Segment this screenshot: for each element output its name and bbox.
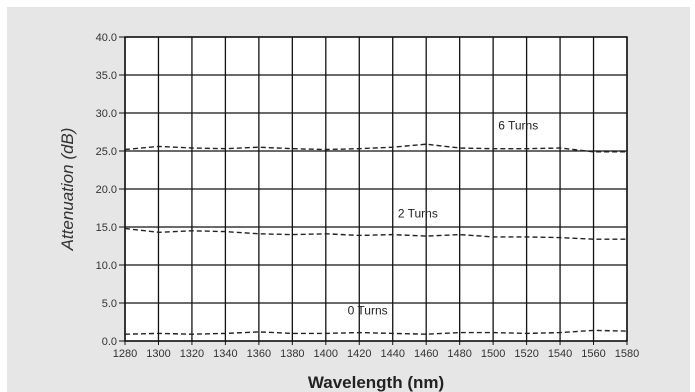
x-tick-label: 1540 [548, 348, 572, 360]
x-tick-label: 1320 [180, 348, 204, 360]
x-tick-label: 1500 [481, 348, 505, 360]
grid [124, 36, 628, 342]
series-label: 6 Turns [498, 119, 538, 133]
series-lines [124, 143, 628, 335]
x-tick-label: 1460 [414, 348, 438, 360]
y-tick-label: 5.0 [102, 298, 117, 310]
x-tick-label: 1400 [314, 348, 338, 360]
x-axis-title: Wavelength (nm) [308, 373, 444, 392]
y-axis: 0.0 5.0 10.0 15.0 20.0 25.0 30.0 35.0 40.0 [96, 32, 125, 348]
x-tick-label: 1560 [581, 348, 605, 360]
x-tick-label: 1520 [514, 348, 538, 360]
y-tick-label: 15.0 [96, 222, 117, 234]
x-tick-label: 1380 [280, 348, 304, 360]
series-line-2-turns [124, 227, 627, 240]
y-tick-label: 30.0 [96, 108, 117, 120]
series-line-6-turns [124, 143, 627, 153]
x-tick-label: 1300 [146, 348, 170, 360]
series-label: 0 Turns [348, 304, 388, 318]
x-tick-label: 1340 [213, 348, 237, 360]
series-labels: 6 Turns 2 Turns 0 Turns [348, 119, 539, 318]
x-tick-label: 1580 [615, 348, 639, 360]
y-tick-label: 0.0 [102, 336, 117, 348]
x-tick-label: 1280 [113, 348, 137, 360]
x-tick-label: 1420 [347, 348, 371, 360]
series-label: 2 Turns [398, 207, 438, 221]
x-tick-label: 1440 [380, 348, 404, 360]
x-tick-label: 1480 [447, 348, 471, 360]
y-axis-title: Attenuation (dB) [58, 128, 77, 252]
x-tick-label: 1360 [247, 348, 271, 360]
chart-panel: 0.0 5.0 10.0 15.0 20.0 25.0 30.0 35.0 40.0 1280 1… [7, 7, 690, 392]
y-tick-label: 35.0 [96, 70, 117, 82]
series-line-0-turns [124, 329, 628, 335]
x-axis: 1280 1300 1320 1340 1360 1380 1400 1420 1440 1460… [113, 341, 639, 360]
y-tick-label: 40.0 [96, 32, 117, 44]
y-tick-label: 25.0 [96, 146, 117, 158]
y-tick-label: 20.0 [96, 184, 117, 196]
y-tick-label: 10.0 [96, 260, 117, 272]
attenuation-chart: 0.05.010.015.020.025.030.035.040.0 1280 1… [58, 32, 639, 392]
